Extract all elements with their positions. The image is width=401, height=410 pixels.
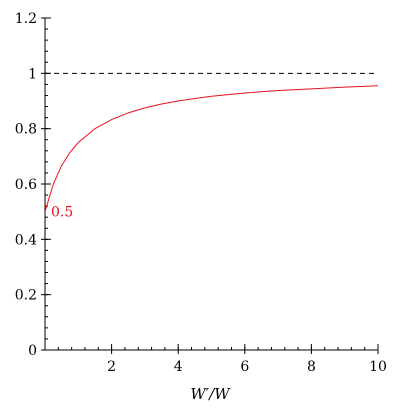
y-tick-label: 0 xyxy=(28,343,37,359)
series-layer xyxy=(44,72,379,212)
tick-labels: 0 0.2 0.4 0.6 0.8 1 1.2 2 4 6 8 10 xyxy=(15,11,387,375)
x-axis-title: W′/W xyxy=(190,385,231,403)
y-tick-label: 1.2 xyxy=(15,11,37,27)
annotation-layer: 0.5 xyxy=(51,205,73,221)
x-tick-label: 10 xyxy=(369,359,387,375)
annotation-label: 0.5 xyxy=(51,205,73,221)
y-tick-label: 0.6 xyxy=(15,177,37,193)
x-tick-label: 4 xyxy=(174,359,183,375)
axes xyxy=(44,18,378,351)
x-tick-label: 6 xyxy=(240,359,249,375)
y-tick-label: 1 xyxy=(28,66,37,82)
y-tick-label: 0.2 xyxy=(15,288,37,304)
x-tick-label: 8 xyxy=(307,359,316,375)
ticks xyxy=(41,17,379,354)
series-line xyxy=(44,85,379,212)
y-tick-label: 0.8 xyxy=(15,122,37,138)
x-tick-label: 2 xyxy=(107,359,116,375)
y-tick-label: 0.4 xyxy=(15,232,37,248)
